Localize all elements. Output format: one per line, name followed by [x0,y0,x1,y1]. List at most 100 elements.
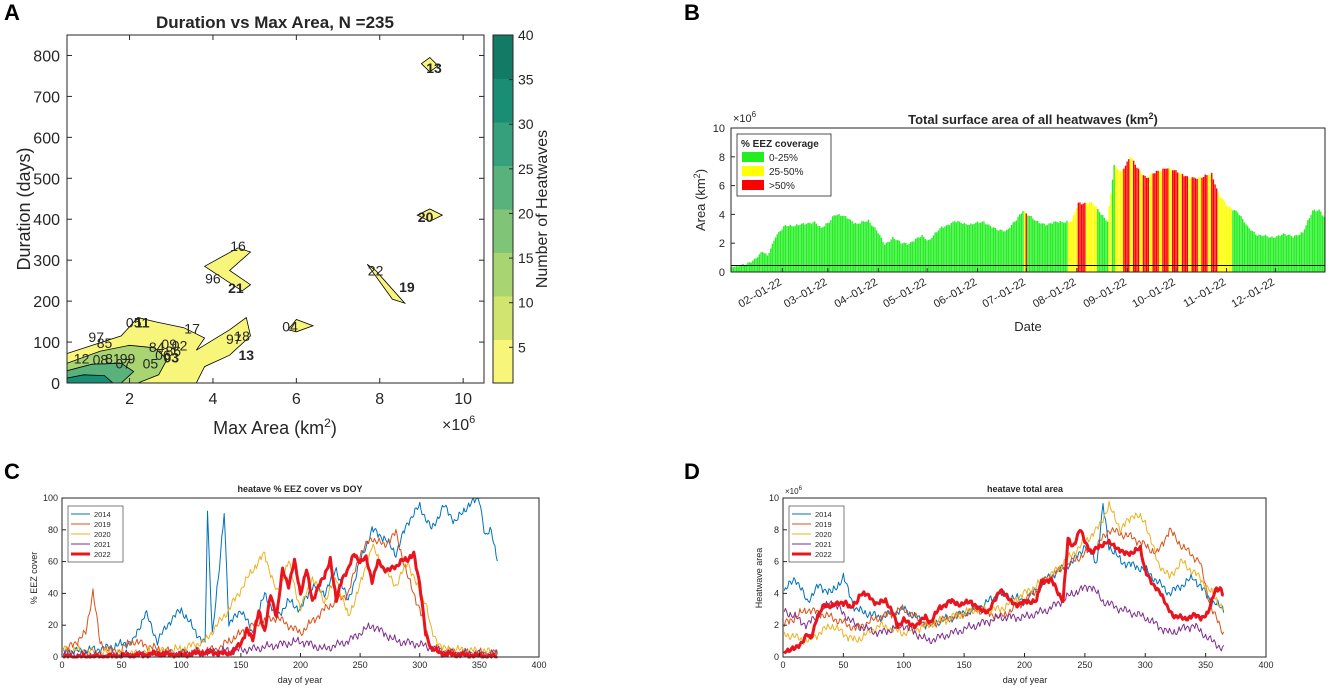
contour-region [420,56,439,73]
area-bar [923,236,925,272]
area-bar [784,225,787,272]
area-bar [1186,176,1189,272]
area-bar [862,221,865,272]
area-bar [1294,235,1296,272]
area-bar [742,263,744,272]
area-bar [856,223,858,272]
area-bar [1228,206,1231,272]
heatwave-year-label: 17 [184,321,200,337]
area-bar [1051,223,1053,272]
area-bar [999,229,1001,272]
area-bar [1289,234,1291,272]
area-bar [766,255,769,272]
area-bar [1105,220,1107,272]
area-bar [1251,230,1254,272]
panel-b-y-exponent: ×106 [733,110,757,125]
area-bar [1313,209,1315,272]
area-bar [1056,221,1058,272]
area-bar [1302,232,1304,272]
series-line-2022 [783,528,1225,654]
area-bar [804,224,806,272]
area-bar [1310,214,1312,272]
x-tick-label: 300 [1138,660,1153,670]
x-tick-label: 4 [208,391,217,408]
area-bar [950,222,953,272]
panel-a-ylabel: Duration (days) [14,147,34,270]
x-tick-label: 150 [233,660,248,670]
area-bar [1298,234,1301,272]
area-bar [786,226,788,272]
heatwave-year-label: 12 [74,350,90,366]
area-bar [908,243,910,272]
area-bar [1022,211,1024,272]
panel-a-title: Duration vs Max Area, N =235 [156,13,394,32]
area-bar [1323,216,1325,272]
panel-a-xlabel: Max Area (km2) [213,416,337,438]
colorbar-segment [493,35,513,79]
area-bar [1103,217,1106,272]
legend-swatch [742,180,764,190]
area-bar [936,232,938,272]
area-bar [833,215,835,272]
series-line-2022 [62,550,499,659]
area-bar [1152,173,1154,272]
area-bar [1181,173,1184,272]
colorbar-segment [493,339,513,384]
area-bar [1108,206,1110,272]
area-bar [926,240,928,272]
panel-b-legend-title: % EEZ coverage [741,139,819,150]
y-tick-label: 4 [719,209,725,221]
area-bar [879,234,881,272]
area-bar [1222,199,1224,272]
area-bar [776,234,778,272]
contour-region [416,208,444,222]
legend-item-label: 0-25% [769,153,798,164]
area-bar [1163,168,1166,272]
area-bar [740,264,743,272]
area-bar [877,233,879,272]
y-tick-label: 2 [719,238,725,250]
colorbar-tick-label: 20 [518,205,534,221]
area-bar [814,221,816,272]
area-bar [823,226,826,272]
area-bar [931,237,933,272]
x-tick-label: 0 [59,660,64,670]
contour-region [203,247,252,292]
area-bar [857,223,860,272]
area-bar [1272,237,1275,272]
area-bar [1232,210,1234,272]
area-bar [750,262,752,272]
area-bar [973,223,975,272]
area-bar [1017,216,1019,272]
y-tick-label: 800 [33,48,60,65]
area-bar [927,239,930,272]
area-bar [981,221,983,272]
area-bar [1276,236,1278,272]
area-bar [937,230,940,272]
area-bar [885,242,887,272]
legend-label: 2019 [815,520,832,529]
area-bar [1211,172,1213,272]
area-bar [760,252,762,272]
heatwave-year-label: 96 [205,271,221,287]
colorbar-segment [493,165,513,210]
area-bar [787,226,790,272]
y-tick-label: 2 [774,620,779,630]
area-bar [1102,215,1104,272]
x-tick-label: 04--01-22 [832,276,879,310]
area-bar [1129,157,1132,272]
area-bar [1118,170,1120,272]
area-bar [1141,173,1143,272]
area-bar [1201,177,1203,272]
series-line-2020 [783,500,1225,646]
area-bar [1207,175,1210,272]
area-bar [1180,173,1182,272]
area-bar [815,223,817,272]
area-bar [841,215,844,272]
x-tick-label: 200 [293,660,308,670]
area-bar [1014,221,1016,272]
area-bar [1250,230,1252,272]
area-bar [1295,235,1298,272]
panel-d-ylabel: Heatwave area [754,548,764,609]
area-bar [895,240,897,272]
